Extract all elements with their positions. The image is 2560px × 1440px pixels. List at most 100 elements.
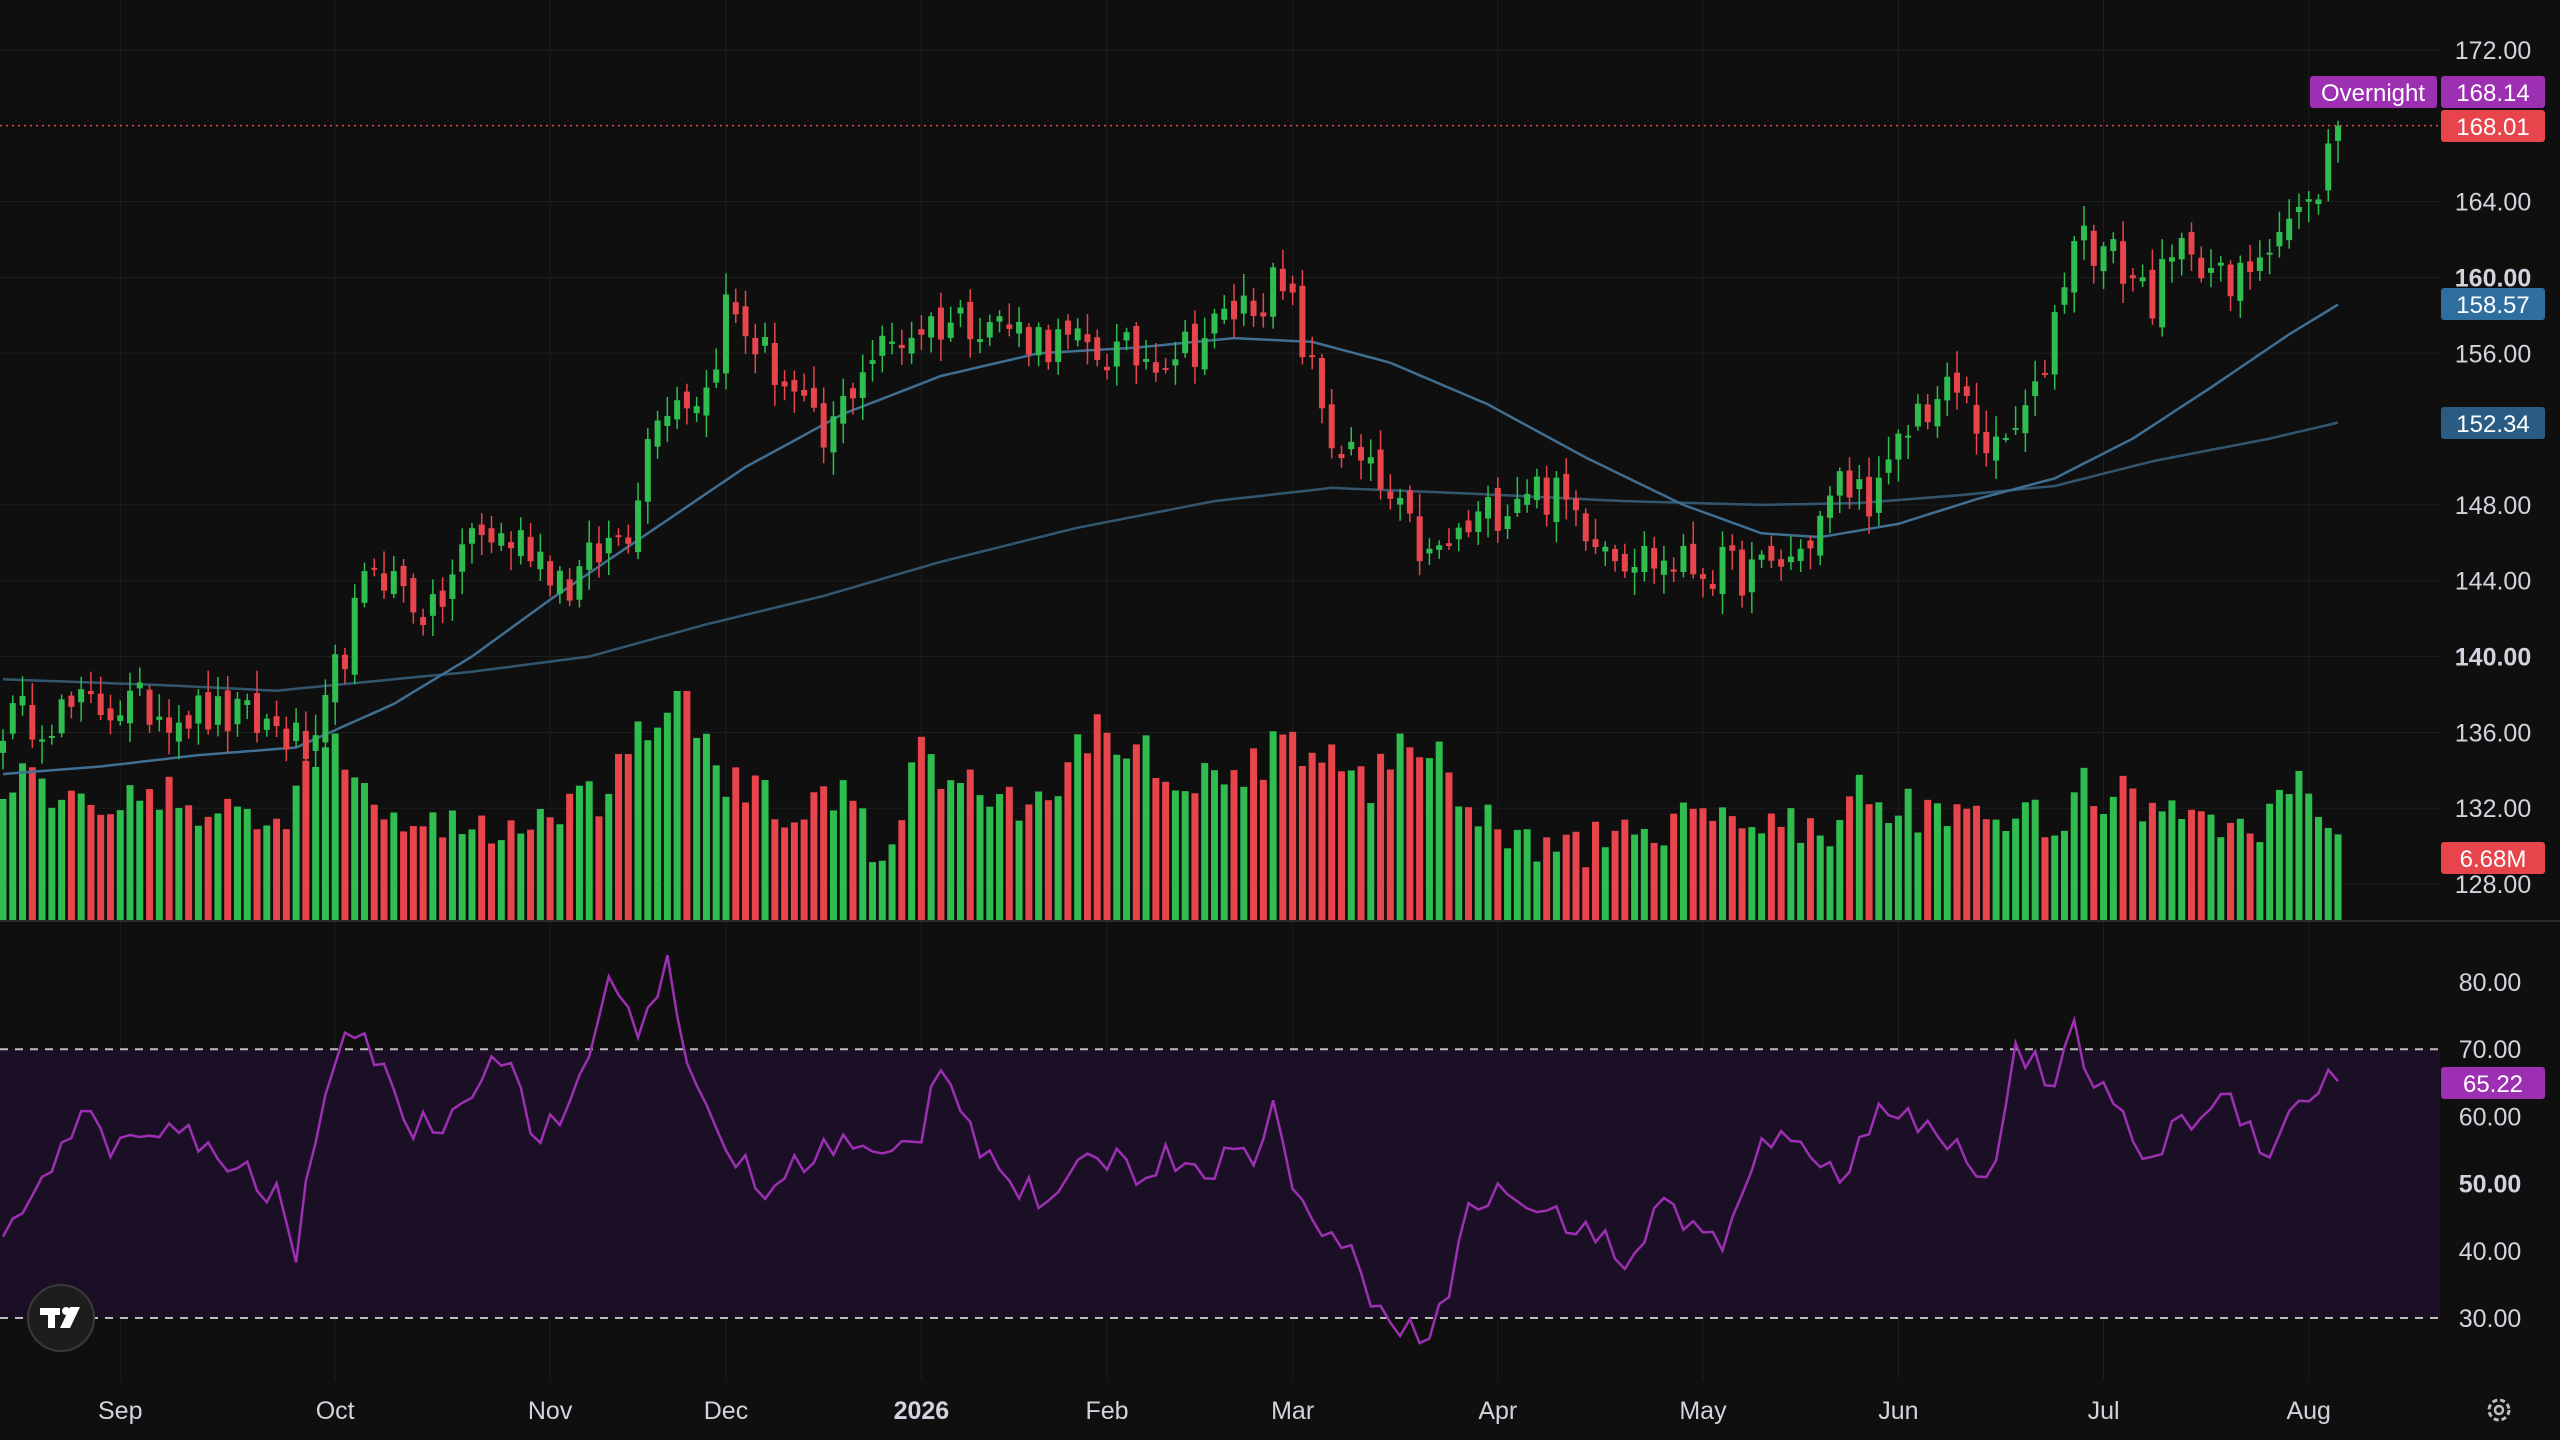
volume-bar <box>1611 830 1619 921</box>
volume-bar <box>409 825 417 921</box>
volume-bar <box>2285 794 2293 921</box>
volume-bar <box>126 785 134 921</box>
volume-bar <box>898 820 906 921</box>
candle <box>0 729 6 770</box>
volume-bar <box>351 777 359 921</box>
volume-bar <box>273 818 281 921</box>
volume-bar <box>292 785 300 921</box>
candle <box>2110 232 2117 264</box>
volume-bar <box>634 721 642 921</box>
volume-bar <box>1846 796 1854 921</box>
candle <box>517 517 524 565</box>
candle <box>1035 322 1042 367</box>
volume-bar <box>1855 774 1863 921</box>
volume-bar <box>38 778 46 921</box>
volume-bar <box>888 844 896 921</box>
candle <box>283 716 290 762</box>
volume-bar <box>1767 813 1775 921</box>
volume-bar <box>2139 821 2147 921</box>
candle <box>68 691 75 719</box>
volume-bar <box>1787 808 1795 921</box>
candle <box>2041 359 2048 378</box>
time-axis[interactable]: Sep Oct Nov Dec 2026 Feb Mar Apr May Jun Jul Aug <box>98 1397 2331 1425</box>
candle <box>1445 528 1452 550</box>
volume-bar <box>1435 741 1443 921</box>
volume-bar <box>439 837 447 921</box>
volume-bar <box>1347 770 1355 921</box>
candle <box>722 273 729 390</box>
volume-bar <box>2031 799 2039 921</box>
candle <box>1152 343 1159 382</box>
candle <box>351 584 358 685</box>
volume-bar <box>761 780 769 921</box>
volume-bar <box>575 785 583 921</box>
volume-bar <box>1660 845 1668 921</box>
candle <box>254 670 261 743</box>
volume-bar <box>1748 827 1756 921</box>
volume-bar <box>869 862 877 921</box>
candle <box>234 692 241 737</box>
volume-bar <box>77 793 85 921</box>
volume-bars <box>0 691 2342 921</box>
volume-bar <box>605 793 613 921</box>
price-axis[interactable]: 172.00 164.00 160.00 156.00 148.00 144.00 140.… <box>2455 37 2531 899</box>
candle <box>977 318 983 354</box>
volume-bar <box>1953 804 1961 921</box>
candle <box>1494 477 1501 543</box>
volume-bar <box>1054 796 1062 921</box>
volume-bar <box>751 775 759 921</box>
volume-bar <box>1582 867 1590 921</box>
volume-bar <box>1797 842 1805 921</box>
rsi-tick-label: 70.00 <box>2459 1036 2522 1064</box>
candle <box>1944 362 1951 417</box>
candle <box>2159 239 2166 337</box>
candle <box>683 383 690 425</box>
candle <box>2305 191 2312 223</box>
volume-bar <box>820 786 828 921</box>
candle <box>1250 288 1257 327</box>
volume-bar <box>986 806 994 921</box>
candle <box>1739 540 1746 608</box>
tradingview-logo-icon <box>40 1307 80 1328</box>
candle <box>2217 255 2224 282</box>
volume-bar <box>2070 792 2078 921</box>
time-tick-label: Dec <box>704 1397 748 1425</box>
candle <box>459 528 466 595</box>
candle <box>1182 320 1189 358</box>
volume-bar <box>1543 837 1551 921</box>
candle <box>918 315 925 351</box>
candle <box>576 559 583 608</box>
candle <box>771 322 778 406</box>
candle <box>693 396 700 422</box>
logo-circle <box>27 1284 95 1352</box>
time-tick-label: Sep <box>98 1397 142 1425</box>
volume-bar <box>1191 793 1199 921</box>
candle <box>849 382 856 415</box>
volume-bar <box>1904 788 1912 921</box>
volume-bar <box>1640 828 1648 921</box>
candle <box>166 699 173 755</box>
volume-tag: 6.68M <box>2441 842 2545 874</box>
rsi-axis[interactable]: 80.00 70.00 60.00 50.00 40.00 30.00 <box>2459 969 2522 1333</box>
candle <box>1143 339 1150 370</box>
candle <box>2335 120 2342 163</box>
volume-bar <box>2314 816 2322 921</box>
volume-bar <box>1406 747 1414 921</box>
tradingview-logo-button[interactable] <box>27 1284 95 1352</box>
candle <box>654 410 661 459</box>
candle <box>1768 535 1775 569</box>
candle <box>752 323 759 374</box>
volume-bar <box>2334 834 2342 921</box>
volume-bar <box>1699 808 1707 921</box>
volume-bar <box>1318 762 1326 921</box>
volume-bar <box>1103 732 1111 921</box>
rsi-tick-label: 50.00 <box>2459 1171 2522 1199</box>
candle <box>986 314 993 346</box>
candle <box>39 725 46 764</box>
candle <box>205 670 212 735</box>
candle <box>801 373 808 402</box>
settings-gear-icon[interactable] <box>2487 1398 2511 1422</box>
volume-bar <box>615 754 623 921</box>
candle <box>1260 293 1267 328</box>
